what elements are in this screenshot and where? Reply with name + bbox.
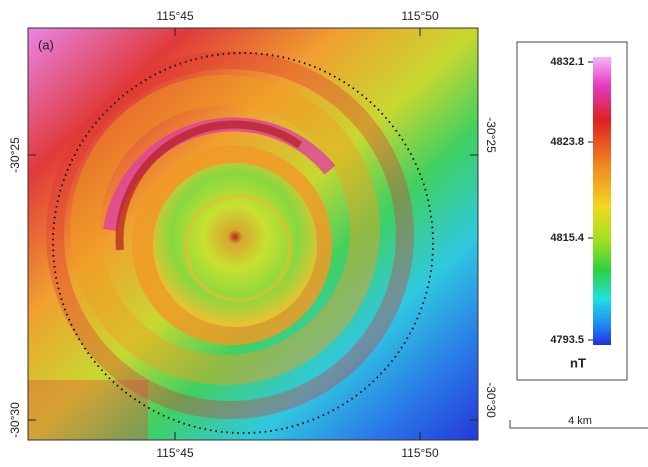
bottom-tick-label: 115°45: [156, 446, 194, 460]
right-tick-label: -30°25: [484, 117, 498, 153]
colorbar-label: 4823.8: [550, 136, 584, 148]
figure: (a) 115°45 115°50 115°45 115°50 -30°25 -30°30…: [0, 0, 648, 462]
right-tick-label: -30°30: [484, 382, 498, 418]
top-tick-label: 115°50: [401, 9, 439, 23]
colorbar-label: 4832.1: [550, 56, 584, 68]
colorbar-label: 4793.5: [550, 334, 584, 346]
colorbar-label: 4815.4: [550, 232, 585, 244]
colorbar-ramp: [593, 57, 611, 345]
left-tick-label: -30°30: [8, 402, 22, 438]
left-tick-label: -30°25: [8, 137, 22, 173]
panel-label: (a): [38, 37, 54, 52]
magnetic-map: [28, 28, 478, 440]
bottom-tick-label: 115°50: [401, 446, 439, 460]
scale-label: 4 km: [568, 415, 592, 427]
top-tick-label: 115°45: [156, 9, 194, 23]
colorbar: 4832.1 4823.8 4815.4 4793.5 nT: [517, 42, 627, 380]
scale-bar: 4 km: [510, 415, 648, 428]
colorbar-unit: nT: [570, 355, 586, 370]
